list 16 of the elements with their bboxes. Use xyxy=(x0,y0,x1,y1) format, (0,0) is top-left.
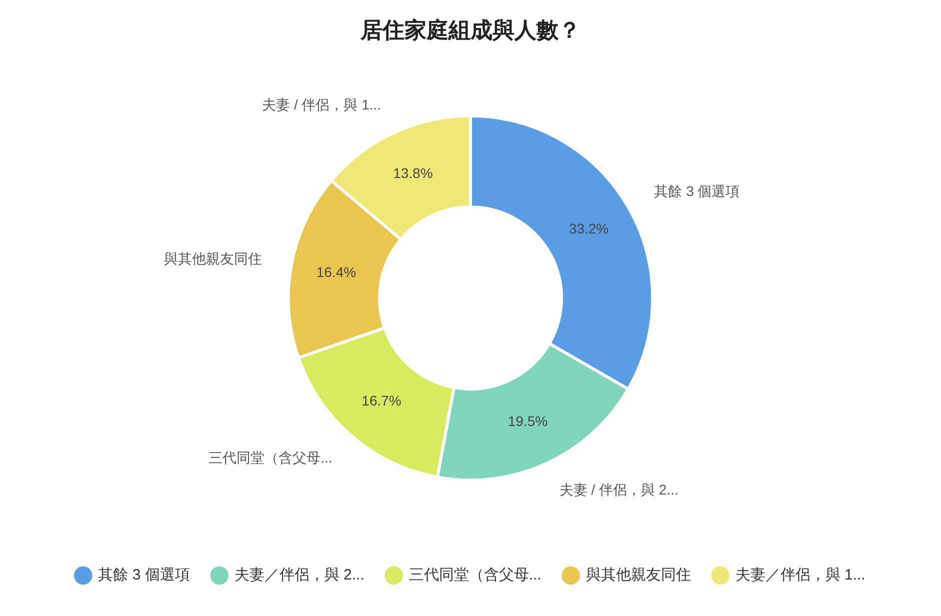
data-label: 16.7% xyxy=(362,392,402,408)
data-label: 33.2% xyxy=(568,220,609,237)
text: 與其他親友同住 xyxy=(164,250,262,266)
text: 夫妻 / 伴侶，與 1... xyxy=(262,96,382,113)
legend-label: 三代同堂（含父母... xyxy=(408,566,542,584)
text: 其餘 3 個選項 xyxy=(654,182,740,199)
data-label: 19.5% xyxy=(508,412,548,429)
data-label: 13.8% xyxy=(393,165,433,182)
legend-label: 夫妻／伴侶，與 1... xyxy=(735,566,866,584)
text: 夫妻 / 伴侶，與 2... xyxy=(559,481,678,498)
text: 三代同堂（含父母... xyxy=(208,450,332,466)
chart-title: 居住家庭組成與人數？ xyxy=(360,17,580,42)
data-label: 16.4% xyxy=(316,264,356,280)
legend-label: 其餘 3 個選項 xyxy=(98,566,190,584)
legend-label: 與其他親友同住 xyxy=(586,566,691,584)
legend-label: 夫妻／伴侶，與 2... xyxy=(234,566,364,584)
